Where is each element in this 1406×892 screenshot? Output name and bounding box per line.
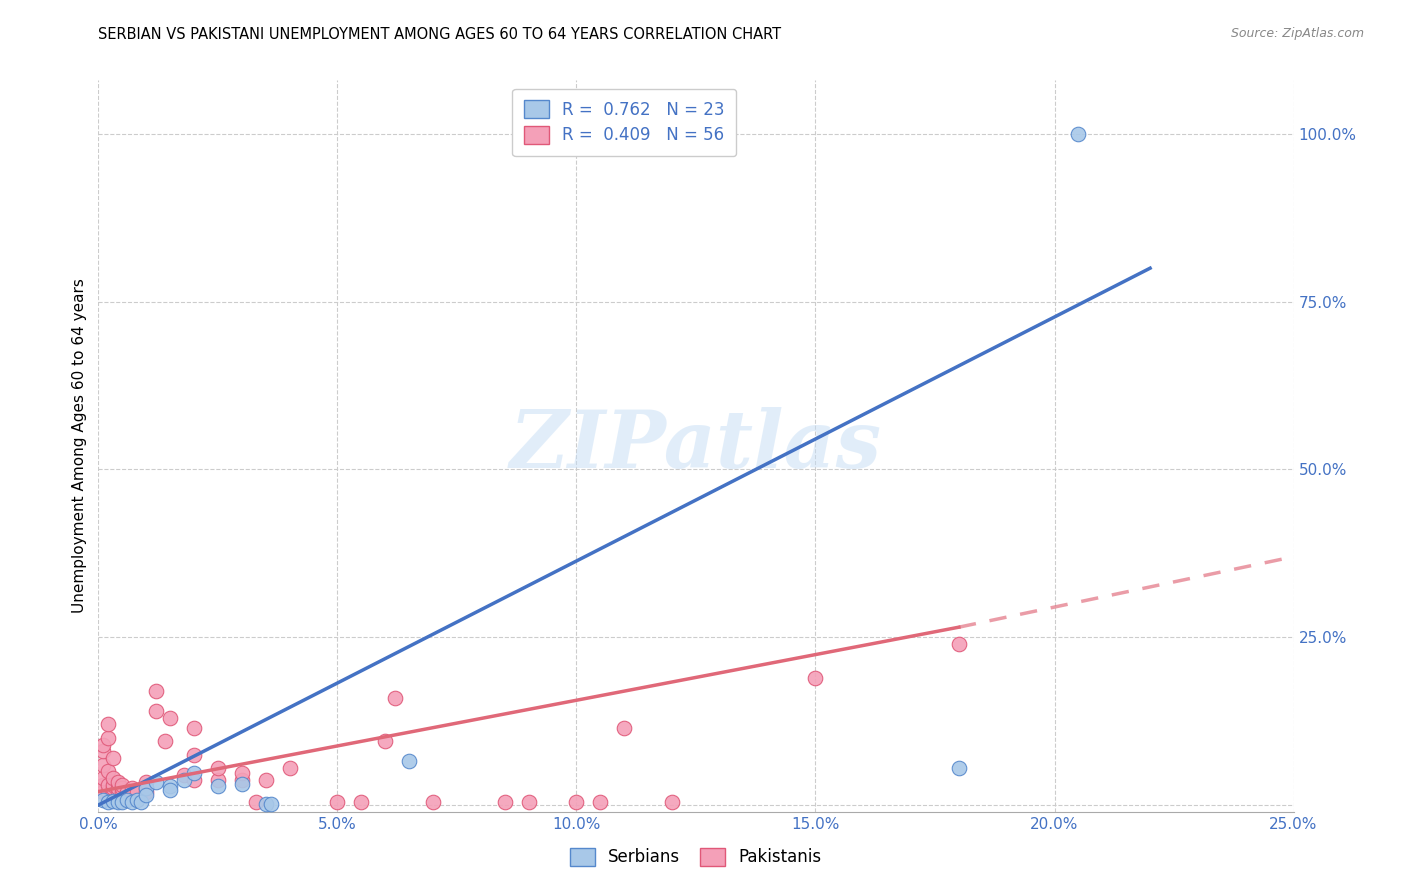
Text: SERBIAN VS PAKISTANI UNEMPLOYMENT AMONG AGES 60 TO 64 YEARS CORRELATION CHART: SERBIAN VS PAKISTANI UNEMPLOYMENT AMONG …: [98, 27, 782, 42]
Text: ZIPatlas: ZIPatlas: [510, 408, 882, 484]
Point: [121, 795, 143, 809]
Point: [91, 771, 114, 785]
Point: [231, 772, 253, 787]
Point: [121, 781, 143, 796]
Point: [101, 778, 124, 792]
Point: [231, 765, 253, 780]
Point: [107, 781, 129, 796]
Point: [135, 781, 157, 796]
Point: [254, 772, 277, 787]
Point: [107, 774, 129, 789]
Point: [111, 795, 134, 809]
Point: [173, 768, 195, 782]
Point: [326, 795, 349, 809]
Point: [159, 783, 181, 797]
Point: [517, 795, 540, 809]
Point: [115, 793, 138, 807]
Point: [183, 747, 205, 762]
Text: Source: ZipAtlas.com: Source: ZipAtlas.com: [1230, 27, 1364, 40]
Point: [173, 772, 195, 787]
Point: [135, 784, 157, 798]
Point: [350, 795, 373, 809]
Point: [374, 734, 396, 748]
Point: [661, 795, 683, 809]
Point: [207, 772, 229, 787]
Point: [1067, 127, 1090, 141]
Point: [589, 795, 612, 809]
Point: [145, 774, 167, 789]
Point: [111, 778, 134, 792]
Point: [422, 795, 444, 809]
Point: [135, 774, 157, 789]
Point: [97, 795, 120, 809]
Point: [948, 637, 970, 651]
Point: [91, 757, 114, 772]
Point: [804, 671, 827, 685]
Point: [398, 755, 420, 769]
Point: [155, 734, 177, 748]
Point: [101, 794, 124, 808]
Point: [207, 779, 229, 793]
Point: [278, 761, 301, 775]
Point: [259, 797, 281, 812]
Point: [97, 717, 120, 731]
Point: [107, 784, 129, 798]
Point: [91, 784, 114, 798]
Point: [948, 761, 970, 775]
Point: [135, 781, 157, 796]
Point: [101, 784, 124, 798]
Point: [145, 684, 167, 698]
Point: [613, 721, 636, 735]
Point: [97, 731, 120, 745]
Point: [101, 751, 124, 765]
Point: [565, 795, 588, 809]
Legend: Serbians, Pakistanis: Serbians, Pakistanis: [564, 841, 828, 873]
Point: [91, 744, 114, 758]
Point: [111, 784, 134, 798]
Point: [494, 795, 516, 809]
Point: [91, 792, 114, 806]
Point: [135, 788, 157, 802]
Point: [207, 761, 229, 775]
Point: [111, 781, 134, 796]
Point: [115, 784, 138, 798]
Point: [384, 690, 406, 705]
Point: [145, 704, 167, 718]
Point: [125, 784, 148, 798]
Point: [97, 784, 120, 798]
Point: [101, 771, 124, 785]
Point: [183, 772, 205, 787]
Point: [159, 779, 181, 793]
Point: [131, 795, 153, 809]
Point: [159, 711, 181, 725]
Point: [231, 776, 253, 790]
Point: [245, 795, 267, 809]
Y-axis label: Unemployment Among Ages 60 to 64 years: Unemployment Among Ages 60 to 64 years: [72, 278, 87, 614]
Point: [97, 778, 120, 792]
Point: [183, 721, 205, 735]
Point: [107, 795, 129, 809]
Point: [91, 738, 114, 752]
Point: [97, 764, 120, 779]
Point: [254, 797, 277, 811]
Point: [91, 778, 114, 792]
Point: [125, 792, 148, 806]
Point: [183, 765, 205, 780]
Point: [101, 781, 124, 796]
